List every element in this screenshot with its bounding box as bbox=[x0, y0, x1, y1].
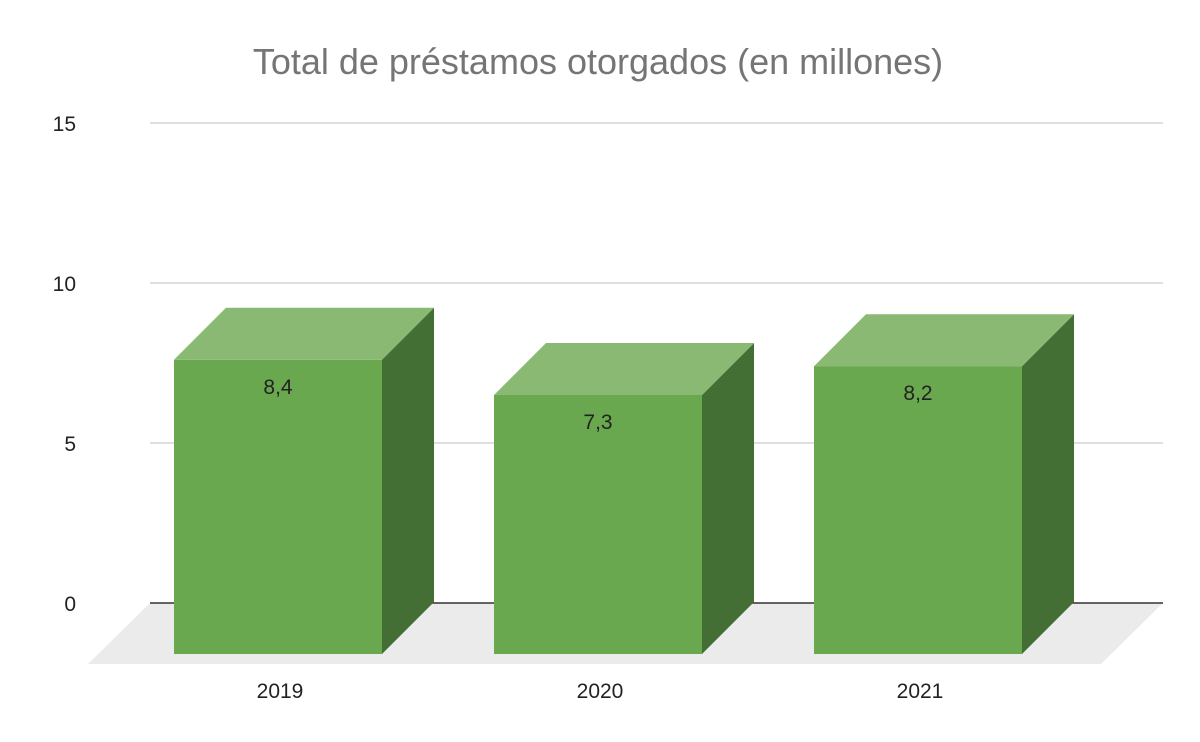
bar-side-face bbox=[702, 343, 754, 654]
y-axis: 0 5 10 15 bbox=[53, 113, 76, 616]
bar-side-face bbox=[1022, 314, 1074, 654]
y-tick-label: 10 bbox=[53, 273, 76, 296]
y-tick-label: 15 bbox=[53, 113, 76, 136]
bar-top-face bbox=[174, 307, 434, 360]
bar-front-face bbox=[174, 359, 382, 654]
bar-front-face bbox=[814, 366, 1022, 654]
x-tick-label: 2021 bbox=[897, 680, 944, 703]
data-label: 7,3 bbox=[583, 411, 612, 434]
bar-side-face bbox=[382, 307, 434, 654]
bar-front-face bbox=[494, 395, 702, 654]
x-axis: 2019 2020 2021 bbox=[257, 680, 944, 703]
bar-top-face bbox=[814, 314, 1074, 367]
y-tick-label: 0 bbox=[64, 593, 76, 616]
bars: 8,4 7,3 8,2 bbox=[174, 307, 1074, 654]
bar-2019: 8,4 bbox=[174, 307, 434, 654]
x-tick-label: 2020 bbox=[577, 680, 624, 703]
y-tick-label: 5 bbox=[64, 433, 76, 456]
data-label: 8,2 bbox=[903, 382, 932, 405]
bar-top-face bbox=[494, 343, 754, 395]
bar-2020: 7,3 bbox=[494, 343, 754, 654]
x-tick-label: 2019 bbox=[257, 680, 304, 703]
bar-2021: 8,2 bbox=[814, 314, 1074, 654]
data-label: 8,4 bbox=[263, 376, 293, 399]
chart-title: Total de préstamos otorgados (en millone… bbox=[253, 41, 943, 82]
